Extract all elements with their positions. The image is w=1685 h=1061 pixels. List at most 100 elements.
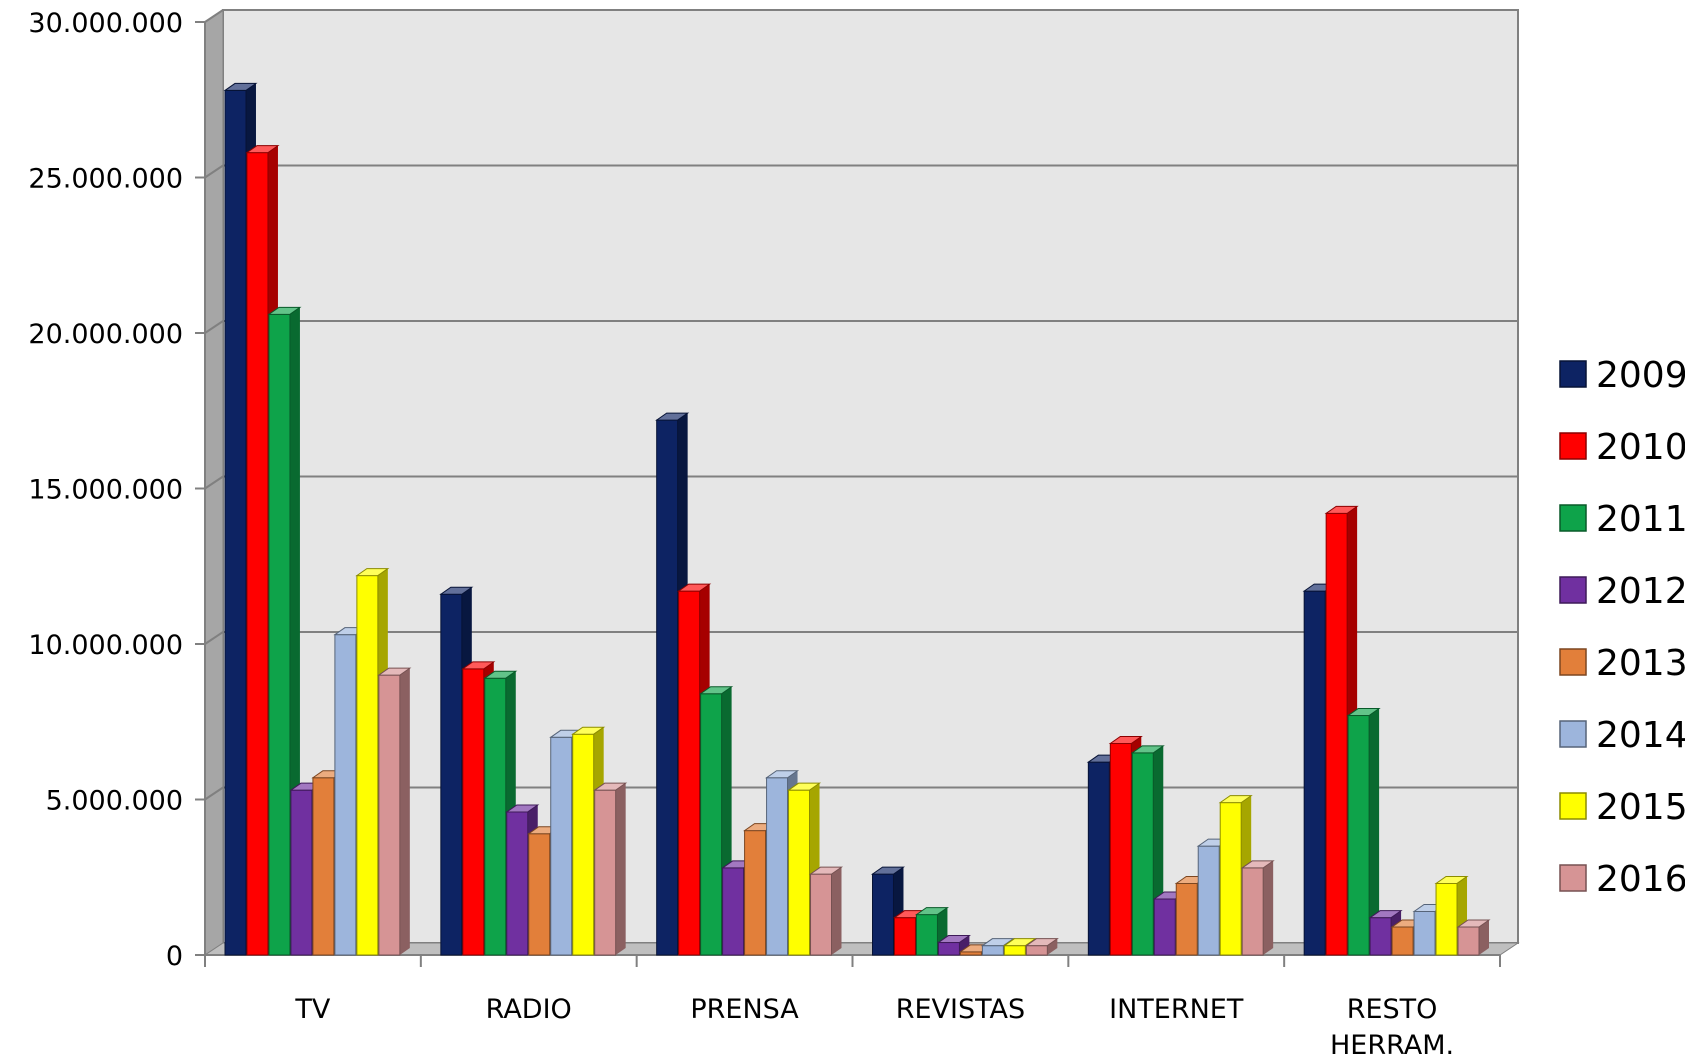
- bar-radio-2012: [506, 811, 529, 956]
- bar-tv-2010: [246, 152, 269, 956]
- bar-tv-2012: [290, 789, 313, 956]
- bar-radio-2012-top: [505, 804, 540, 813]
- bar-radio-2016-top: [593, 782, 628, 791]
- bar-internet-2011-top: [1130, 745, 1165, 754]
- bar-resto-herram-2011-top: [1346, 708, 1381, 717]
- x-tick-label: PRENSA: [690, 994, 799, 1025]
- bar-revistas-2015: [1003, 945, 1026, 956]
- legend-label-2013: 2013: [1596, 643, 1685, 684]
- bar-prensa-2009: [656, 419, 679, 956]
- bar-radio-2010: [462, 668, 485, 956]
- legend-swatch-2011: [1559, 504, 1587, 532]
- bar-prensa-2011: [700, 693, 723, 956]
- x-tick-label: RADIO: [486, 994, 572, 1025]
- legend-swatch-2015: [1559, 792, 1587, 820]
- bar-radio-2011: [484, 677, 507, 956]
- bar-resto-herram-2011-side: [1369, 708, 1380, 955]
- x-tick-label: HERRAM.: [1330, 1030, 1454, 1061]
- x-tick-label: INTERNET: [1109, 994, 1244, 1025]
- legend-label-2009: 2009: [1596, 355, 1685, 396]
- bar-resto-herram-2010-top: [1324, 505, 1359, 514]
- y-tick-label: 10.000.000: [28, 630, 183, 661]
- bar-resto-herram-2016-side: [1479, 920, 1489, 955]
- bar-revistas-2012-top: [936, 935, 972, 944]
- legend-label-2015: 2015: [1596, 787, 1685, 828]
- bar-tv-2015: [356, 575, 379, 956]
- bar-revistas-2012-side: [959, 935, 970, 955]
- bar-prensa-2016-top: [808, 866, 844, 875]
- bar-revistas-2016-top: [1024, 938, 1059, 947]
- bar-prensa-2014-top: [764, 770, 800, 779]
- bar-tv-2016-side: [399, 668, 410, 955]
- bar-revistas-2012: [937, 942, 960, 956]
- bar-prensa-2012: [722, 867, 745, 956]
- gridline-side: [204, 786, 224, 801]
- legend-label-2012: 2012: [1596, 571, 1685, 612]
- bar-internet-2011: [1131, 752, 1154, 956]
- x-tick-label: RESTO: [1347, 994, 1438, 1025]
- bar-prensa-2015: [788, 789, 811, 956]
- bar-resto-herram-2014: [1413, 910, 1436, 956]
- bar-tv-2013: [312, 777, 335, 956]
- bar-internet-2016: [1241, 867, 1264, 956]
- bar-resto-herram-2013: [1391, 926, 1414, 956]
- x-tick-label: TV: [294, 994, 330, 1025]
- gridline-side: [204, 9, 224, 23]
- bar-internet-2013: [1175, 882, 1198, 956]
- legend-label-2011: 2011: [1596, 499, 1685, 540]
- bar-resto-herram-2015: [1435, 882, 1458, 956]
- bar-revistas-2015-top: [1002, 938, 1037, 947]
- bar-revistas-2014-top: [980, 938, 1015, 947]
- bar-radio-2009-top: [439, 586, 474, 595]
- bar-internet-2015: [1219, 802, 1242, 956]
- bar-radio-2014: [550, 736, 573, 956]
- bar-internet-2016-top: [1240, 860, 1275, 869]
- bar-resto-herram-2011: [1347, 715, 1370, 956]
- gridline-side: [204, 475, 224, 490]
- y-tick-label: 25.000.000: [28, 164, 183, 195]
- bar-radio-2010-top: [461, 661, 496, 670]
- bar-resto-herram-2016: [1457, 926, 1480, 956]
- bar-tv-2011-top: [267, 306, 302, 315]
- bar-internet-2009: [1087, 761, 1110, 956]
- bar-prensa-2015-top: [786, 782, 822, 791]
- x-tick-label: REVISTAS: [896, 994, 1025, 1025]
- y-tick-label: 5.000.000: [46, 786, 183, 817]
- bar-tv-2009: [224, 89, 247, 956]
- bar-resto-herram-2010: [1325, 512, 1348, 956]
- bar-prensa-2010: [678, 590, 701, 956]
- bar-revistas-2011: [915, 914, 938, 956]
- gridline-side: [204, 631, 224, 645]
- legend-swatch-2016: [1559, 864, 1587, 892]
- legend-label-2014: 2014: [1596, 715, 1685, 756]
- legend-swatch-2013: [1559, 648, 1587, 676]
- bar-revistas-2010: [893, 917, 916, 956]
- bar-internet-2012: [1153, 898, 1176, 956]
- bar-radio-2016-side: [615, 783, 626, 955]
- y-tick-label: 20.000.000: [28, 319, 183, 350]
- bar-tv-2011: [268, 313, 291, 956]
- bar-tv-2010-top: [245, 145, 280, 154]
- legend-swatch-2009: [1559, 360, 1587, 388]
- bar-radio-2009: [440, 593, 463, 956]
- bar-tv-2016-top: [377, 667, 412, 676]
- bar-revistas-2014: [981, 945, 1004, 956]
- bar-resto-herram-2012: [1369, 917, 1392, 956]
- bar-revistas-2011-top: [914, 907, 950, 916]
- bar-tv-2015-top: [355, 568, 390, 577]
- bar-revistas-2009-top: [870, 866, 906, 875]
- y-tick-label: 15.000.000: [28, 475, 183, 506]
- bar-radio-2015-top: [571, 726, 606, 735]
- y-tick-label: 0: [166, 941, 183, 972]
- bar-revistas-2016: [1025, 945, 1048, 956]
- bar-resto-herram-2009: [1303, 590, 1326, 956]
- bar-radio-2015: [572, 733, 595, 956]
- bar-resto-herram-2016-top: [1456, 919, 1491, 928]
- bar-tv-2009-top: [223, 82, 258, 91]
- bar-radio-2016: [594, 789, 617, 956]
- legend-swatch-2012: [1559, 576, 1587, 604]
- bar-prensa-2013: [744, 830, 767, 956]
- bar-resto-herram-2012-top: [1368, 910, 1403, 919]
